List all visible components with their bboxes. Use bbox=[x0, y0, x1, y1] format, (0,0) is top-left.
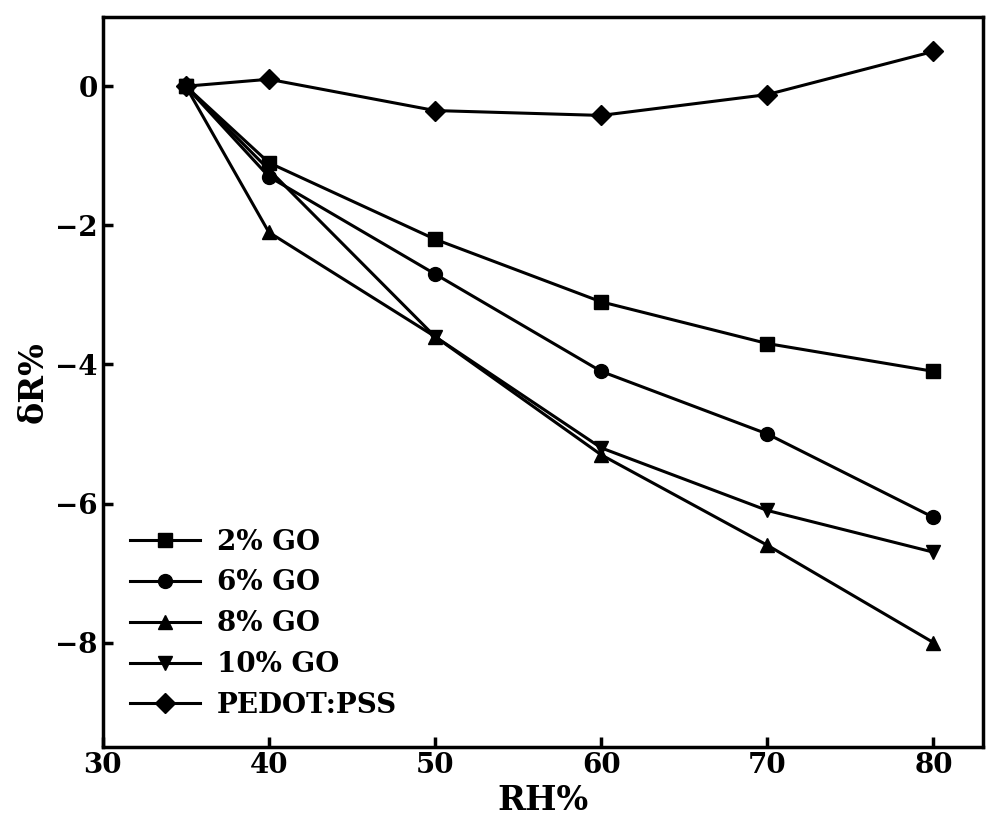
Line: 8% GO: 8% GO bbox=[179, 79, 940, 650]
PEDOT:PSS bbox=[595, 110, 607, 120]
6% GO bbox=[761, 429, 773, 439]
10% GO bbox=[263, 164, 275, 174]
Line: 10% GO: 10% GO bbox=[179, 79, 940, 559]
PEDOT:PSS bbox=[429, 106, 441, 116]
Line: 2% GO: 2% GO bbox=[179, 79, 940, 379]
PEDOT:PSS bbox=[180, 81, 192, 91]
6% GO bbox=[180, 81, 192, 91]
2% GO bbox=[180, 81, 192, 91]
10% GO bbox=[761, 505, 773, 515]
6% GO bbox=[595, 366, 607, 376]
2% GO bbox=[429, 234, 441, 244]
PEDOT:PSS bbox=[761, 89, 773, 99]
Line: PEDOT:PSS: PEDOT:PSS bbox=[179, 44, 940, 123]
8% GO bbox=[429, 332, 441, 342]
Line: 6% GO: 6% GO bbox=[179, 79, 940, 525]
10% GO bbox=[429, 332, 441, 342]
6% GO bbox=[429, 269, 441, 279]
X-axis label: RH%: RH% bbox=[497, 784, 589, 817]
8% GO bbox=[595, 450, 607, 460]
Legend: 2% GO, 6% GO, 8% GO, 10% GO, PEDOT:PSS: 2% GO, 6% GO, 8% GO, 10% GO, PEDOT:PSS bbox=[117, 515, 411, 733]
Y-axis label: δR%: δR% bbox=[17, 341, 50, 423]
6% GO bbox=[263, 172, 275, 182]
PEDOT:PSS bbox=[927, 47, 939, 57]
10% GO bbox=[180, 81, 192, 91]
8% GO bbox=[180, 81, 192, 91]
10% GO bbox=[595, 443, 607, 453]
PEDOT:PSS bbox=[263, 74, 275, 84]
2% GO bbox=[263, 158, 275, 168]
8% GO bbox=[927, 637, 939, 647]
8% GO bbox=[263, 227, 275, 237]
2% GO bbox=[927, 366, 939, 376]
8% GO bbox=[761, 540, 773, 550]
2% GO bbox=[761, 339, 773, 349]
10% GO bbox=[927, 547, 939, 557]
6% GO bbox=[927, 512, 939, 522]
2% GO bbox=[595, 297, 607, 307]
